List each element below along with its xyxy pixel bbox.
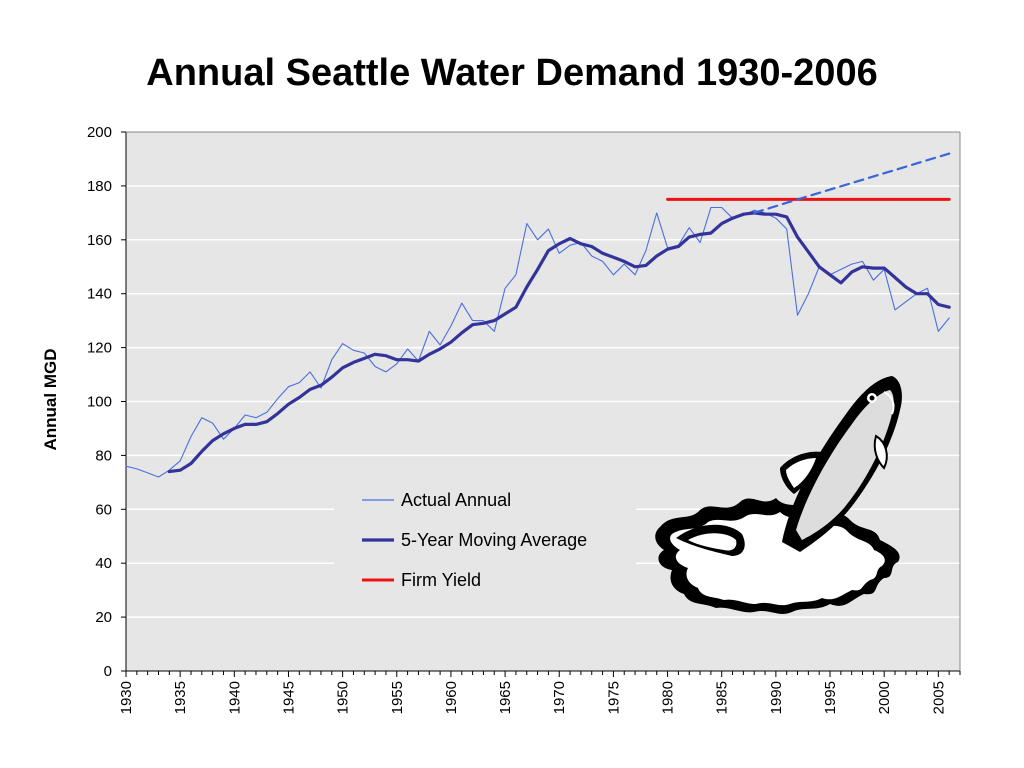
y-tick-label: 60	[95, 501, 112, 518]
x-tick-label: 1940	[226, 681, 243, 714]
legend: Actual Annual 5-Year Moving Average Firm Y…	[334, 482, 636, 600]
tail-fin-inner-shape	[688, 533, 737, 551]
x-tick-label: 1935	[172, 681, 189, 714]
axes	[121, 131, 961, 677]
y-tick-label: 80	[95, 447, 112, 464]
x-tick-label: 1975	[605, 681, 622, 714]
y-tick-label: 120	[87, 340, 112, 357]
x-tick-label: 1960	[443, 681, 460, 714]
salmon-belly-shape	[796, 390, 894, 540]
x-tick-label: 1995	[822, 681, 839, 714]
x-tick-label: 1990	[768, 681, 785, 714]
y-tick-label: 40	[95, 555, 112, 572]
x-tick-labels: 1930 1935 1940 1945 1950 1955 1960 1965 1970 1975…	[118, 681, 947, 714]
legend-label: Firm Yield	[401, 570, 481, 590]
x-tick-label: 1930	[118, 681, 135, 714]
x-tick-label: 2000	[876, 681, 893, 714]
x-tick-label: 1985	[714, 681, 731, 714]
series	[125, 152, 951, 478]
y-tick-label: 200	[87, 124, 112, 141]
legend-label: Actual Annual	[401, 490, 511, 510]
x-tick-label: 1945	[280, 681, 297, 714]
x-tick-label: 1955	[389, 681, 406, 714]
demand-projection-line	[753, 152, 951, 214]
y-tick-label: 180	[87, 178, 112, 195]
y-axis-title: Annual MGD	[41, 349, 60, 451]
pupil-shape	[869, 395, 875, 401]
x-tick-label: 1970	[551, 681, 568, 714]
x-tick-label: 1950	[335, 681, 352, 714]
legend-label: 5-Year Moving Average	[401, 530, 587, 550]
x-tick-label: 1965	[497, 681, 514, 714]
y-tick-label: 20	[95, 609, 112, 626]
y-tick-label: 0	[104, 663, 112, 680]
leaping-salmon-icon	[655, 376, 902, 614]
pectoral-fin-shape	[873, 434, 888, 470]
actual-annual-line	[125, 206, 950, 478]
y-tick-label: 160	[87, 232, 112, 249]
gill-line-shape	[883, 391, 895, 415]
x-tick-label: 2005	[930, 681, 947, 714]
slide-title: Annual Seattle Water Demand 1930-2006	[146, 52, 878, 94]
x-tick-label: 1980	[660, 681, 677, 714]
y-tick-label: 100	[87, 394, 112, 411]
dorsal-fin-inner-shape	[786, 458, 816, 488]
y-tick-labels: 0 20 40 60 80 100 120 140 160 180 200	[87, 124, 112, 680]
moving-average-line	[167, 211, 951, 474]
y-tick-label: 140	[87, 286, 112, 303]
